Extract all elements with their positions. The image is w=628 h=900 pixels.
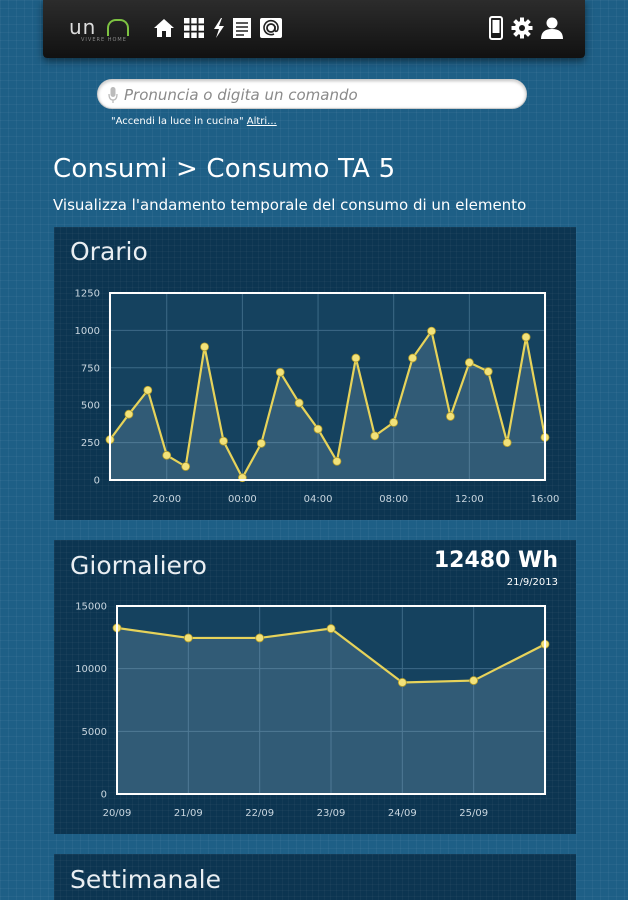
daily-total-date: 21/9/2013: [506, 577, 558, 588]
hourly-panel-title: Orario: [70, 237, 148, 266]
hourly-data-point: [351, 353, 361, 363]
logo-subtext: VIVERE HOME: [81, 37, 127, 43]
command-search-bar: [97, 79, 527, 109]
command-hint: "Accendi la luce in cucina" Altri...: [111, 116, 277, 127]
daily-series-area: [117, 627, 545, 794]
daily-plot-border: [116, 605, 546, 795]
hourly-chart: 0 250 500 750 1000 1250 20:00 00:00 04:00 08:00 12…: [75, 289, 560, 506]
daily-x-tick-label: 24/09: [388, 808, 417, 819]
hint-example: "Accendi la luce in cucina": [111, 116, 244, 127]
hourly-data-point: [181, 462, 191, 471]
hourly-x-tick-label: 04:00: [304, 494, 333, 505]
daily-x-tick-label: 20/09: [103, 808, 132, 819]
daily-x-tick-label: 23/09: [317, 808, 346, 819]
lightning-icon[interactable]: [212, 17, 226, 39]
hourly-panel: Orario 0 250 500 750 1000 1250 20:00 00:00 04:00…: [54, 227, 576, 520]
hourly-data-point: [521, 332, 531, 342]
daily-x-tick-label: 22/09: [245, 808, 274, 819]
daily-y-tick-label: 5000: [82, 727, 107, 738]
hourly-data-point: [464, 358, 474, 367]
hourly-y-tick-label: 0: [94, 476, 100, 487]
logo-accent: [107, 19, 129, 36]
command-input[interactable]: [124, 84, 519, 106]
hourly-data-point: [124, 409, 134, 419]
daily-panel-title: Giornaliero: [70, 551, 207, 580]
daily-chart: 0 5000 10000 15000 20/09 21/09 22/09 23/09 24/09…: [75, 602, 550, 819]
hourly-data-point: [427, 326, 436, 336]
daily-y-tick-label: 0: [101, 790, 107, 801]
weekly-panel-title: Settimanale: [70, 865, 221, 894]
hourly-data-point: [256, 438, 266, 448]
daily-x-tick-label: 25/09: [459, 808, 488, 819]
at-icon[interactable]: [259, 17, 283, 39]
hourly-y-tick-label: 750: [81, 363, 100, 374]
top-navigation-bar: un VIVERE HOME: [43, 0, 585, 58]
hourly-x-tick-label: 12:00: [455, 494, 484, 505]
document-icon[interactable]: [232, 17, 252, 39]
app-logo[interactable]: un VIVERE HOME: [69, 15, 131, 43]
grid-icon[interactable]: [183, 17, 205, 39]
gear-icon[interactable]: [511, 17, 533, 39]
hourly-x-tick-label: 20:00: [152, 494, 181, 505]
hourly-data-point: [313, 424, 323, 434]
more-commands-link[interactable]: Altri...: [246, 116, 277, 127]
hourly-data-point: [332, 456, 342, 466]
hourly-data-point: [143, 385, 153, 395]
hourly-y-tick-label: 500: [81, 401, 100, 412]
hourly-data-point: [200, 342, 209, 352]
home-icon[interactable]: [153, 17, 175, 39]
daily-y-tick-label: 15000: [75, 602, 107, 613]
hourly-data-point: [389, 418, 399, 427]
hourly-data-point: [408, 353, 418, 363]
hourly-data-point: [483, 367, 493, 376]
user-icon[interactable]: [540, 16, 564, 40]
page-subtitle: Visualizza l'andamento temporale del con…: [53, 196, 527, 214]
hourly-y-tick-label: 1000: [75, 326, 100, 337]
hourly-x-tick-label: 16:00: [531, 494, 560, 505]
daily-panel: Giornaliero 12480 Wh 21/9/2013 0 5000 1000…: [54, 540, 576, 834]
weekly-panel: Settimanale: [54, 854, 576, 900]
daily-x-tick-label: 21/09: [174, 808, 203, 819]
hourly-data-point: [294, 398, 304, 408]
microphone-icon[interactable]: [108, 86, 118, 104]
hourly-series-area: [110, 331, 545, 480]
hourly-x-tick-label: 08:00: [379, 494, 408, 505]
phone-icon[interactable]: [489, 16, 503, 40]
hourly-plot-border: [109, 292, 546, 481]
hourly-x-tick-label: 00:00: [228, 494, 257, 505]
hourly-y-tick-label: 1250: [75, 289, 100, 300]
hourly-data-point: [446, 412, 455, 421]
hourly-data-point: [370, 431, 380, 441]
hourly-y-tick-label: 250: [81, 438, 100, 449]
hourly-data-point: [162, 450, 172, 460]
hourly-data-point: [275, 367, 285, 377]
daily-data-point: [326, 624, 336, 633]
daily-data-point: [255, 633, 265, 643]
daily-total-value: 12480 Wh: [433, 548, 558, 573]
daily-data-point: [469, 676, 479, 685]
logo-text: un: [69, 15, 97, 39]
hourly-plot-area: [110, 293, 545, 480]
hourly-data-point: [502, 438, 512, 448]
daily-y-tick-label: 10000: [75, 664, 107, 675]
hourly-data-point: [219, 436, 228, 446]
daily-data-point: [183, 633, 193, 643]
daily-data-point: [397, 678, 407, 687]
page-title: Consumi > Consumo TA 5: [53, 154, 396, 184]
